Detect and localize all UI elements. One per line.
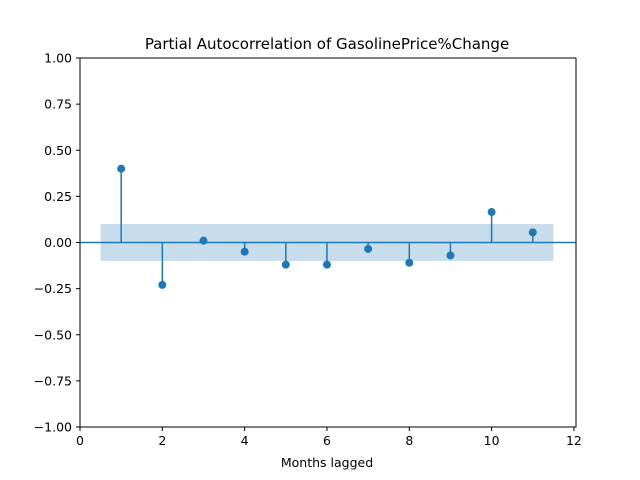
y-tick-label: −1.00 [34, 420, 72, 435]
stem-marker [405, 258, 414, 267]
x-tick-label: 8 [405, 433, 413, 448]
x-tick-label: 4 [241, 433, 249, 448]
stem-marker [199, 236, 208, 245]
stem-marker [158, 280, 167, 289]
stem-marker [528, 228, 537, 237]
tick-layer: 0 2 4 6 8 10 12 1.00 0.75 0.50 0.25 0.00 −0.25 −0.50 −… [34, 51, 582, 449]
stem-marker [487, 208, 496, 217]
y-tick-label: −0.50 [34, 327, 72, 342]
y-tick-label: 1.00 [44, 51, 72, 66]
y-tick-label: 0.25 [44, 189, 72, 204]
x-tick-label: 2 [158, 433, 166, 448]
x-axis-label: Months lagged [281, 455, 373, 470]
stem-layer [80, 164, 576, 289]
y-tick-label: 0.00 [44, 235, 72, 250]
chart-title: Partial Autocorrelation of GasolinePrice… [145, 35, 509, 53]
stem-marker [322, 260, 331, 269]
stem-marker [281, 260, 290, 269]
x-tick-label: 6 [323, 433, 331, 448]
x-tick-label: 12 [566, 433, 582, 448]
y-tick-label: 0.75 [44, 97, 72, 112]
x-tick-label: 10 [484, 433, 500, 448]
stem-marker [117, 164, 126, 173]
stem-marker [446, 251, 455, 260]
y-tick-label: −0.25 [34, 281, 72, 296]
stem-marker [240, 247, 249, 256]
y-tick-label: −0.75 [34, 373, 72, 388]
y-tick-label: 0.50 [44, 143, 72, 158]
stem-marker [364, 244, 373, 253]
x-tick-label: 0 [76, 433, 84, 448]
